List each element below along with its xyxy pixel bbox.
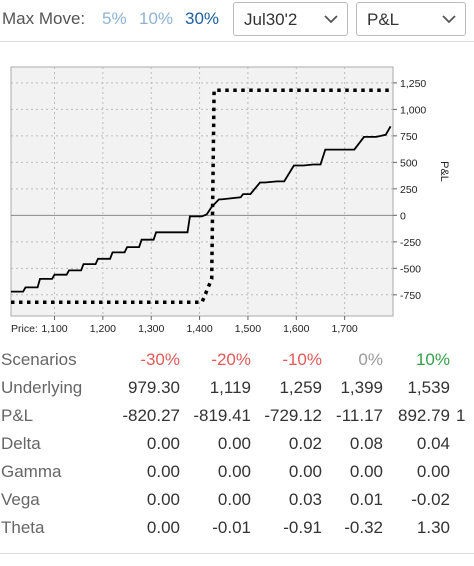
- table-row: P&L -820.27 -819.41 -729.12 -11.17 892.79 1: [0, 402, 474, 430]
- table-cell: 0.00: [146, 462, 180, 481]
- table-cell: -0.02: [411, 490, 450, 509]
- plot-area: [10, 66, 394, 317]
- row-label: Underlying: [1, 378, 83, 397]
- chevron-down-icon: [324, 15, 338, 24]
- table-row: Delta 0.00 0.00 0.02 0.08 0.04: [0, 430, 474, 458]
- row-label: Vega: [1, 490, 40, 509]
- table-cell: -0.91: [283, 518, 322, 537]
- max-move-5-option[interactable]: 5%: [102, 9, 127, 28]
- scenario-table: Scenarios -30% -20% -10% 0% 10% Underlyi…: [0, 346, 474, 542]
- table-cell: 0.04: [416, 434, 450, 453]
- x-tick-label: 1,400: [186, 323, 212, 335]
- table-row: Vega 0.00 0.00 0.03 0.01 -0.02: [0, 486, 474, 514]
- table-cell: 1,119: [209, 378, 251, 397]
- y-axis-label: P&L: [438, 161, 450, 182]
- metric-select[interactable]: P&L: [356, 2, 466, 36]
- table-cell: 892.79: [398, 406, 450, 425]
- row-label: Theta: [1, 518, 45, 537]
- x-tick-label: 1,500: [235, 323, 261, 335]
- table-cell: -11.17: [336, 406, 383, 425]
- bottom-divider: [0, 553, 474, 554]
- metric-value: P&L: [367, 10, 400, 29]
- table-cell: 0.03: [288, 490, 322, 509]
- table-cell: 0.02: [288, 434, 322, 453]
- scenario-header: 0%: [358, 350, 383, 369]
- table-cell: 0.00: [217, 462, 251, 481]
- y-tick-label: -500: [400, 263, 421, 275]
- scenarios-label: Scenarios: [1, 350, 77, 369]
- table-cell-overflow: 1: [456, 406, 466, 425]
- table-row: Gamma 0.00 0.00 0.00 0.00 0.00: [0, 458, 474, 486]
- y-tick-label: 500: [400, 157, 418, 169]
- toolbar: Max Move: 5% 10% 30% Jul30'2 P&L: [0, 0, 474, 40]
- table-cell: 0.00: [349, 462, 383, 481]
- scenarios-header-row: Scenarios -30% -20% -10% 0% 10%: [0, 346, 474, 374]
- table-cell: 979.30: [128, 378, 180, 397]
- table-cell: 1,259: [279, 378, 322, 397]
- x-tick-label: 1,300: [138, 323, 164, 335]
- y-tick-label: 750: [400, 131, 418, 143]
- table-row: Theta 0.00 -0.01 -0.91 -0.32 1.30: [0, 514, 474, 542]
- table-cell: 1.30: [416, 518, 450, 537]
- x-tick-label: 1,200: [90, 323, 116, 335]
- table-cell: 0.00: [217, 434, 251, 453]
- x-axis-label: Price:: [11, 323, 38, 335]
- table-cell: -0.32: [344, 518, 383, 537]
- x-tick-label: 1,700: [332, 323, 358, 335]
- table-row: Underlying 979.30 1,119 1,259 1,399 1,539: [0, 374, 474, 402]
- max-move-label: Max Move:: [2, 9, 86, 28]
- table-cell: -729.12: [264, 406, 322, 425]
- y-tick-label: 1,000: [400, 104, 426, 116]
- y-tick-label: 250: [400, 184, 418, 196]
- table-cell: 0.00: [288, 462, 322, 481]
- y-tick-label: -250: [400, 237, 421, 249]
- scenario-header: -10%: [282, 350, 322, 369]
- x-tick-label: 1,600: [283, 323, 309, 335]
- y-tick-label: 1,250: [400, 78, 426, 90]
- table-cell: 0.00: [146, 490, 180, 509]
- expiry-date-value: Jul30'2: [244, 10, 298, 29]
- table-cell: 0.00: [146, 434, 180, 453]
- x-tick-label: 1,100: [41, 323, 67, 335]
- expiry-date-select[interactable]: Jul30'2: [233, 2, 348, 36]
- table-cell: 1,539: [407, 378, 450, 397]
- table-cell: 0.01: [349, 490, 383, 509]
- scenario-header: 10%: [415, 350, 450, 369]
- table-cell: -0.01: [212, 518, 251, 537]
- max-move-10-option[interactable]: 10%: [139, 9, 174, 28]
- scenario-header: -30%: [140, 350, 180, 369]
- table-cell: 0.08: [349, 434, 383, 453]
- y-tick-label: -750: [400, 290, 421, 302]
- row-label: Gamma: [1, 462, 62, 481]
- chevron-down-icon: [442, 15, 456, 24]
- y-tick-label: 0: [400, 210, 406, 222]
- pnl-chart: 1,100 1,200 1,300 1,400 1,500 1,600 1,700 Price…: [0, 50, 474, 340]
- scenario-header: -20%: [211, 350, 251, 369]
- expiry-pnl-line: [11, 88, 393, 304]
- table-cell: -819.41: [193, 406, 251, 425]
- table-cell: -820.27: [122, 406, 180, 425]
- max-move-30-option[interactable]: 30%: [185, 9, 220, 28]
- current-pnl-line: [11, 125, 392, 293]
- table-cell: 0.00: [416, 462, 450, 481]
- pnl-chart-svg: 1,100 1,200 1,300 1,400 1,500 1,600 1,700 Price…: [10, 66, 450, 335]
- row-label: P&L: [1, 406, 34, 425]
- toolbar-divider: [0, 41, 474, 42]
- row-label: Delta: [1, 434, 41, 453]
- table-cell: 0.00: [146, 518, 180, 537]
- table-cell: 1,399: [340, 378, 383, 397]
- table-cell: 0.00: [217, 490, 251, 509]
